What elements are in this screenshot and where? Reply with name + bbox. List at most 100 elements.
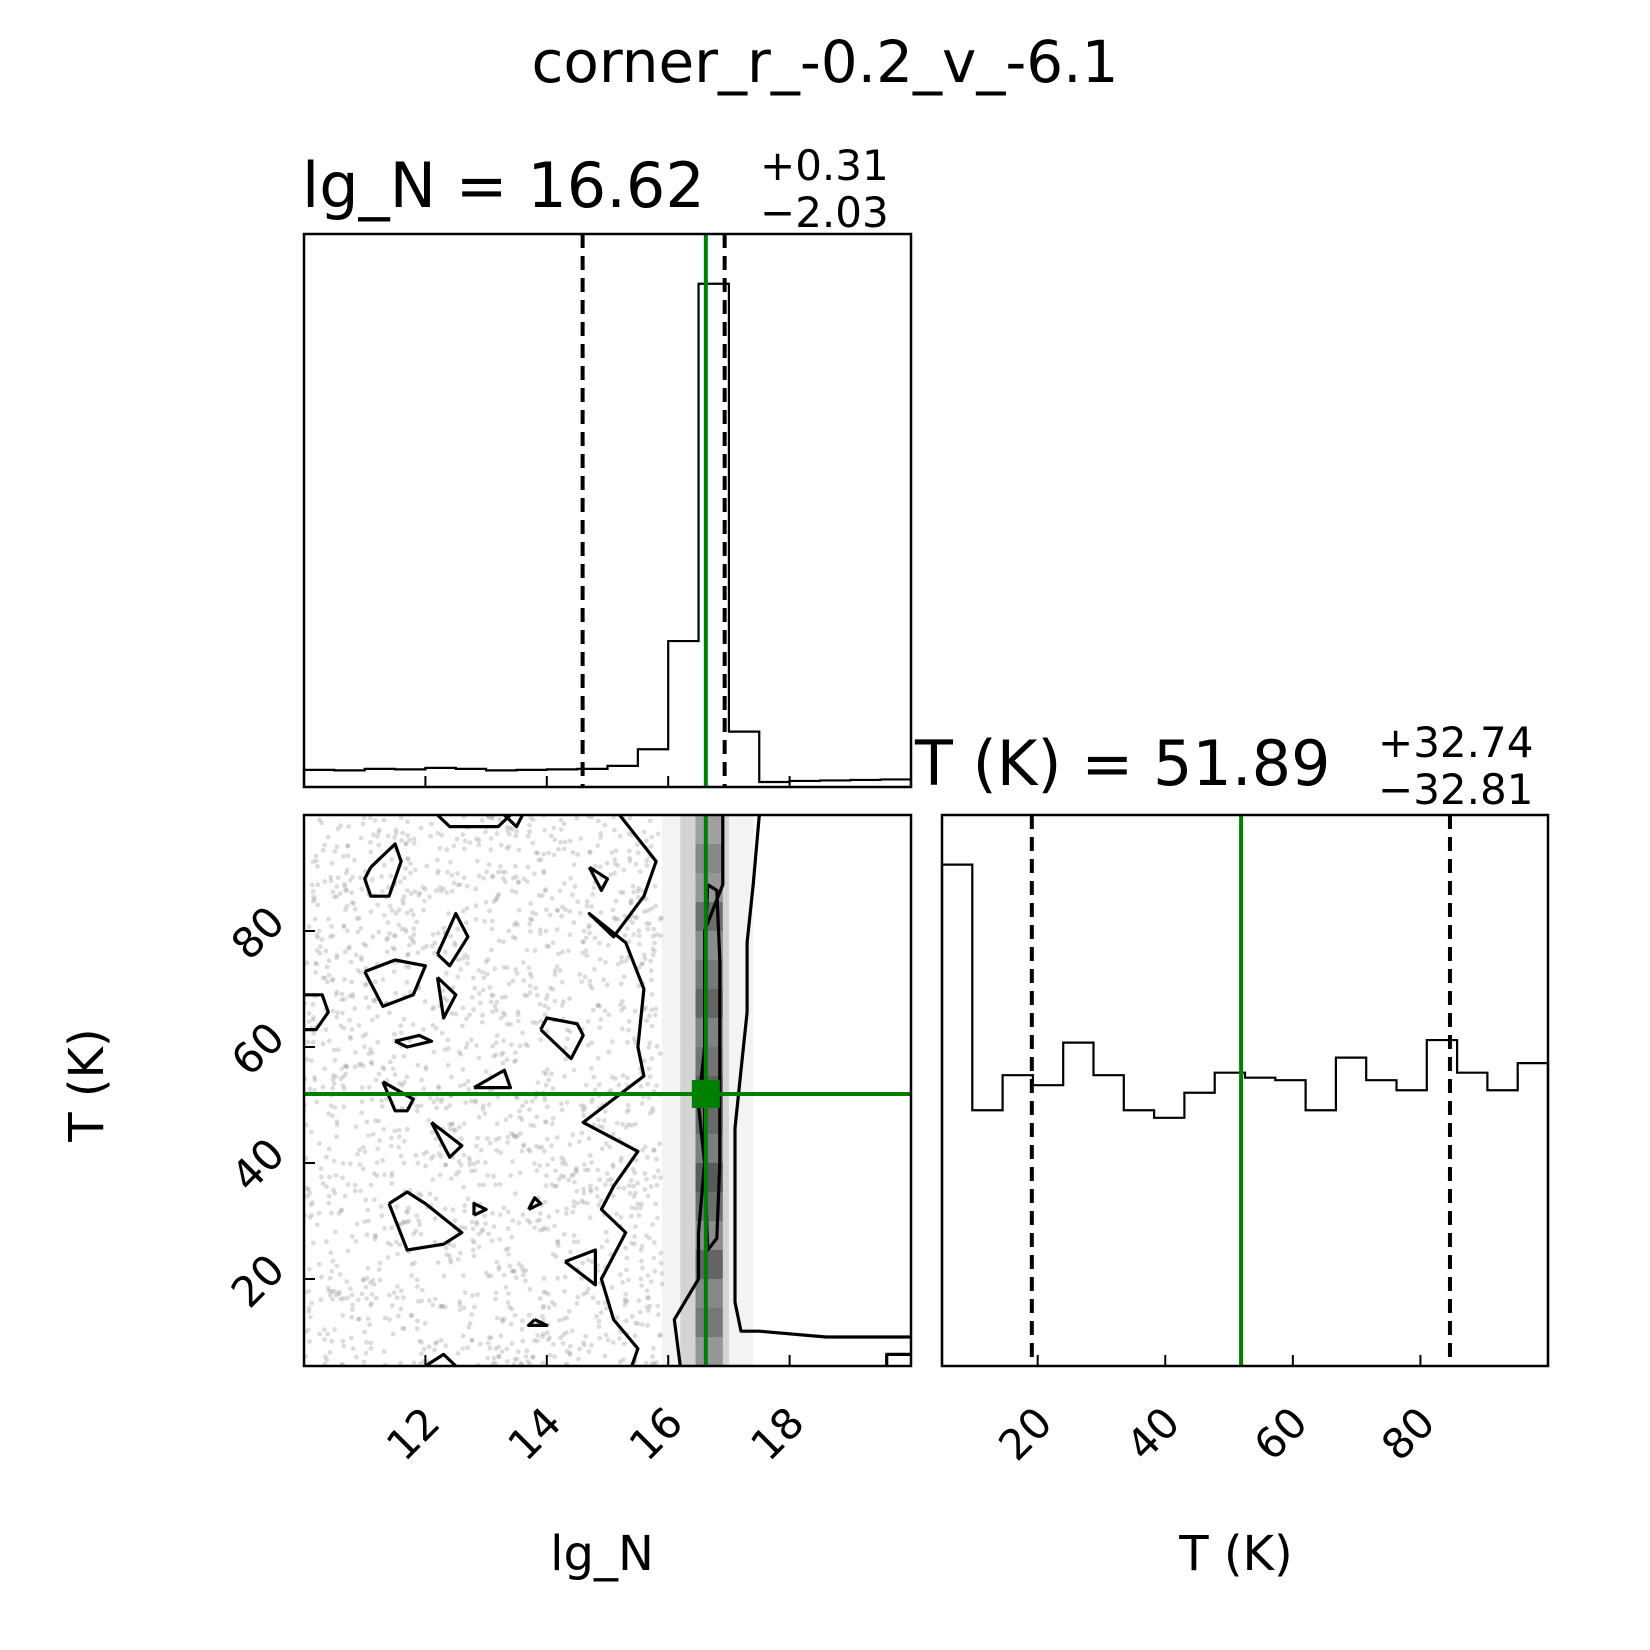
scatter-point (348, 1161, 353, 1166)
scatter-point (505, 1140, 510, 1145)
scatter-point (606, 1338, 611, 1343)
scatter-point (439, 1099, 444, 1104)
scatter-point (546, 1305, 551, 1310)
scatter-point (619, 960, 624, 965)
scatter-point (612, 828, 617, 833)
scatter-point (328, 1276, 333, 1281)
T-xtick-label: 80 (1372, 1398, 1444, 1470)
scatter-point (458, 967, 463, 972)
scatter-point (581, 1292, 586, 1297)
scatter-point (450, 1122, 455, 1127)
scatter-point (555, 1240, 560, 1245)
scatter-point (499, 1016, 504, 1021)
scatter-point (481, 876, 486, 881)
scatter-point (340, 1339, 345, 1344)
scatter-point (623, 933, 628, 938)
scatter-point (535, 1333, 540, 1338)
scatter-point (596, 1056, 601, 1061)
scatter-point (369, 1301, 374, 1306)
scatter-point (590, 892, 595, 897)
scatter-point (537, 1163, 542, 1168)
scatter-point (559, 818, 564, 823)
scatter-point (340, 1313, 345, 1318)
scatter-point (446, 1063, 451, 1068)
scatter-point (558, 968, 563, 973)
scatter-point (364, 982, 369, 987)
scatter-point (486, 1274, 491, 1279)
scatter-point (605, 861, 610, 866)
scatter-point (431, 1005, 436, 1010)
scatter-point (389, 857, 394, 862)
scatter-point (591, 885, 596, 890)
scatter-point (367, 1085, 372, 1090)
joint-ytick-label: 60 (222, 1013, 294, 1085)
scatter-point (403, 866, 408, 871)
scatter-point (644, 921, 649, 926)
scatter-point (392, 1128, 397, 1133)
scatter-point (441, 926, 446, 931)
scatter-point (638, 1310, 643, 1315)
scatter-point (470, 1220, 475, 1225)
scatter-point (405, 1075, 410, 1080)
scatter-point (315, 948, 320, 953)
scatter-point (332, 1327, 337, 1332)
scatter-point (331, 1009, 336, 1014)
scatter-point (645, 1288, 650, 1293)
scatter-point (351, 901, 356, 906)
scatter-point (469, 1038, 474, 1043)
scatter-point (307, 1011, 312, 1016)
scatter-point (654, 1083, 659, 1088)
scatter-point (560, 1003, 565, 1008)
scatter-point (363, 1149, 368, 1154)
scatter-point (404, 841, 409, 846)
scatter-point (505, 1359, 510, 1364)
scatter-point (635, 915, 640, 920)
scatter-point (566, 948, 571, 953)
scatter-point (419, 1351, 424, 1356)
scatter-point (547, 1335, 552, 1340)
scatter-point (654, 932, 659, 937)
scatter-point (600, 1146, 605, 1151)
x-axis-label-lgN: lg_N (550, 1526, 654, 1582)
scatter-point (532, 1225, 537, 1230)
scatter-point (654, 1157, 659, 1162)
scatter-point (517, 908, 522, 913)
scatter-point (443, 1206, 448, 1211)
scatter-point (543, 1119, 548, 1124)
scatter-point (611, 1164, 616, 1169)
scatter-point (487, 1346, 492, 1351)
scatter-point (323, 949, 328, 954)
scatter-point (507, 982, 512, 987)
scatter-point (470, 995, 475, 1000)
scatter-point (637, 942, 642, 947)
scatter-point (627, 849, 632, 854)
scatter-point (331, 890, 336, 895)
scatter-point (498, 864, 503, 869)
scatter-point (646, 1194, 651, 1199)
scatter-point (343, 950, 348, 955)
scatter-point (326, 1201, 331, 1206)
scatter-point (368, 1047, 373, 1052)
scatter-point (365, 1276, 370, 1281)
scatter-point (311, 1240, 316, 1245)
scatter-point (596, 1203, 601, 1208)
scatter-point (471, 1248, 476, 1253)
joint-xtick-label: 12 (377, 1398, 449, 1470)
scatter-point (497, 817, 502, 822)
scatter-point (636, 928, 641, 933)
scatter-point (480, 1227, 485, 1232)
scatter-point (497, 1237, 502, 1242)
scatter-point (382, 913, 387, 918)
scatter-point (562, 881, 567, 886)
scatter-point (538, 1211, 543, 1216)
scatter-point (549, 1143, 554, 1148)
scatter-point (427, 895, 432, 900)
scatter-point (475, 1136, 480, 1141)
scatter-point (560, 950, 565, 955)
scatter-point (551, 940, 556, 945)
scatter-point (495, 831, 500, 836)
scatter-point (444, 971, 449, 976)
scatter-point (340, 1011, 345, 1016)
scatter-point (593, 1087, 598, 1092)
scatter-point (577, 1139, 582, 1144)
